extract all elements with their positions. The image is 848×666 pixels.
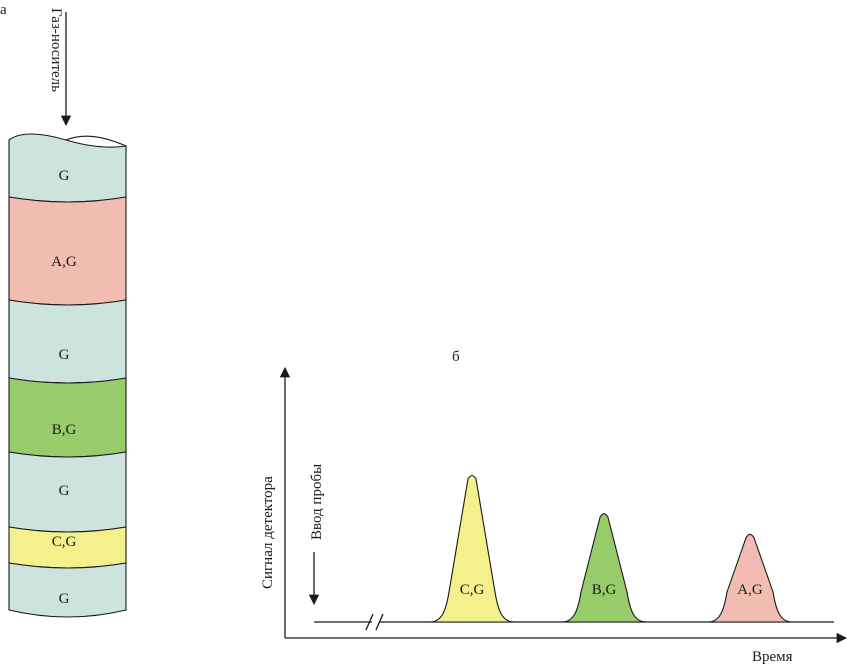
column-zone	[8, 562, 127, 618]
axis-break	[365, 613, 384, 631]
peak-label: B,G	[592, 582, 617, 598]
column-zone-labels: G A,G G B,G G C,G G	[51, 168, 77, 607]
peak	[561, 513, 647, 623]
column-zones	[8, 133, 127, 618]
y-axis-label: Сигнал детектора	[260, 476, 276, 589]
column-zone-label: A,G	[51, 254, 77, 270]
column-zone	[8, 196, 127, 306]
peak-label: A,G	[737, 582, 763, 598]
peak	[429, 474, 515, 623]
column-zone-label: C,G	[52, 534, 77, 550]
column-zone	[8, 377, 127, 458]
column-zone-label: G	[59, 591, 70, 607]
column-zone-label: B,G	[52, 422, 77, 438]
column-zone	[8, 299, 127, 384]
column: G A,G G B,G G C,G G	[8, 133, 127, 618]
x-axis-label: Время	[752, 649, 793, 665]
panel-a-label: а	[0, 2, 7, 18]
peak	[707, 533, 793, 623]
chromatogram: Сигнал детектора Время Ввод пробы C,G B,G…	[260, 366, 848, 665]
peak-label: C,G	[460, 582, 485, 598]
injection-label: Ввод пробы	[309, 464, 325, 540]
column-zone-label: G	[59, 483, 70, 499]
carrier-gas-label: Газ-носитель	[48, 8, 64, 92]
column-zone-label: G	[59, 347, 70, 363]
column-rim	[65, 135, 127, 147]
peaks: C,G B,G A,G	[429, 474, 793, 623]
panel-b-label: б	[452, 349, 460, 365]
column-zone-label: G	[59, 168, 70, 184]
